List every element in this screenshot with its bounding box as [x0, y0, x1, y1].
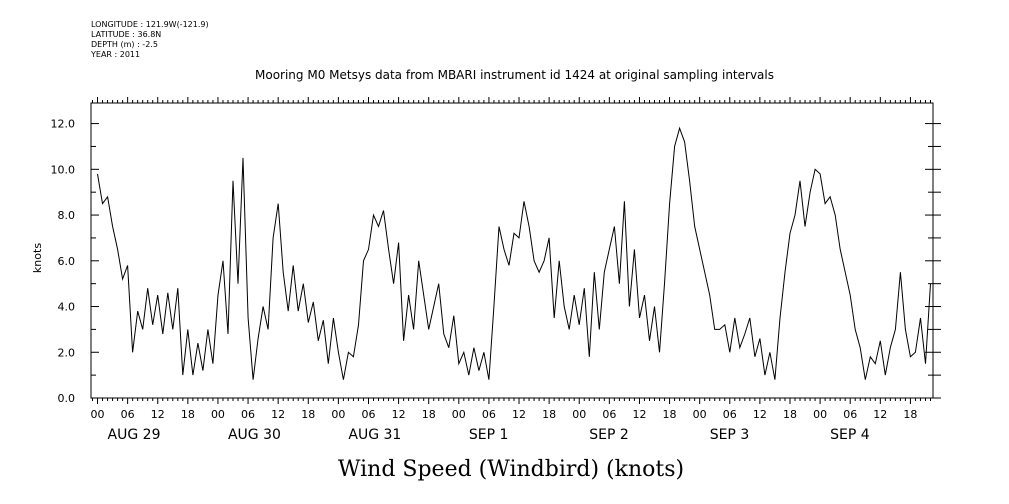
x-tick-labels: 00 06 12 18 00 06 12 18 00 06 12 18 00 06 12 18 00 06 12 18…: [91, 408, 918, 421]
axis-ticks: [91, 97, 941, 404]
x-tick-label: 06: [361, 408, 375, 421]
x-tick-label: 18: [542, 408, 556, 421]
plot-frame: [90, 102, 934, 399]
date-labels: AUG 29 AUG 30 AUG 31 SEP 1 SEP 2 SEP 3 SEP 4: [108, 427, 870, 443]
date-label: AUG 29: [108, 427, 161, 443]
x-tick-label: 18: [422, 408, 436, 421]
x-axis-title: Wind Speed (Windbird) (knots): [338, 457, 684, 482]
x-tick-label: 06: [602, 408, 616, 421]
y-tick-label: 6.0: [58, 255, 76, 268]
x-tick-label: 00: [211, 408, 225, 421]
x-tick-label: 06: [843, 408, 857, 421]
date-label: SEP 3: [710, 427, 750, 443]
x-tick-label: 18: [903, 408, 917, 421]
x-tick-label: 00: [693, 408, 707, 421]
x-tick-label: 12: [632, 408, 646, 421]
plot-border: [90, 102, 934, 399]
metadata-block: LONGITUDE : 121.9W(-121.9) LATITUDE : 36…: [91, 20, 209, 60]
x-tick-label: 06: [121, 408, 135, 421]
x-tick-label: 12: [271, 408, 285, 421]
x-tick-label: 12: [151, 408, 165, 421]
latitude-text: LATITUDE : 36.8N: [91, 30, 162, 39]
y-tick-label: 12.0: [51, 118, 76, 131]
x-tick-label: 12: [873, 408, 887, 421]
depth-text: DEPTH (m) : -2.5: [91, 40, 158, 49]
x-tick-label: 06: [723, 408, 737, 421]
longitude-text: LONGITUDE : 121.9W(-121.9): [91, 20, 209, 29]
x-tick-label: 00: [91, 408, 105, 421]
x-tick-label: 00: [331, 408, 345, 421]
y-tick-label: 0.0: [58, 392, 76, 405]
date-label: SEP 2: [589, 427, 629, 443]
date-label: SEP 4: [830, 427, 870, 443]
x-tick-label: 06: [482, 408, 496, 421]
y-axis-label: knots: [31, 243, 44, 273]
date-label: SEP 1: [469, 427, 509, 443]
year-text: YEAR : 2011: [91, 50, 141, 59]
date-label: AUG 31: [348, 427, 401, 443]
y-tick-label: 8.0: [58, 209, 76, 222]
x-tick-label: 18: [181, 408, 195, 421]
y-tick-label: 4.0: [58, 301, 76, 314]
x-tick-label: 12: [512, 408, 526, 421]
series-line-wind-speed: [97, 126, 931, 380]
x-tick-label: 12: [392, 408, 406, 421]
x-tick-label: 18: [663, 408, 677, 421]
x-tick-label: 18: [783, 408, 797, 421]
y-tick-labels: 0.0 2.0 4.0 6.0 8.0 10.0 12.0: [51, 118, 76, 405]
x-tick-label: 00: [572, 408, 586, 421]
x-tick-label: 12: [753, 408, 767, 421]
chart-title-text: Mooring M0 Metsys data from MBARI instru…: [255, 68, 774, 82]
y-tick-label: 10.0: [51, 163, 76, 176]
chart-title: Mooring M0 Metsys data from MBARI instru…: [0, 68, 1009, 82]
x-tick-label: 06: [241, 408, 255, 421]
x-tick-label: 00: [452, 408, 466, 421]
x-tick-label: 18: [301, 408, 315, 421]
y-tick-label: 2.0: [58, 346, 76, 359]
date-label: AUG 30: [228, 427, 281, 443]
x-tick-label: 00: [813, 408, 827, 421]
